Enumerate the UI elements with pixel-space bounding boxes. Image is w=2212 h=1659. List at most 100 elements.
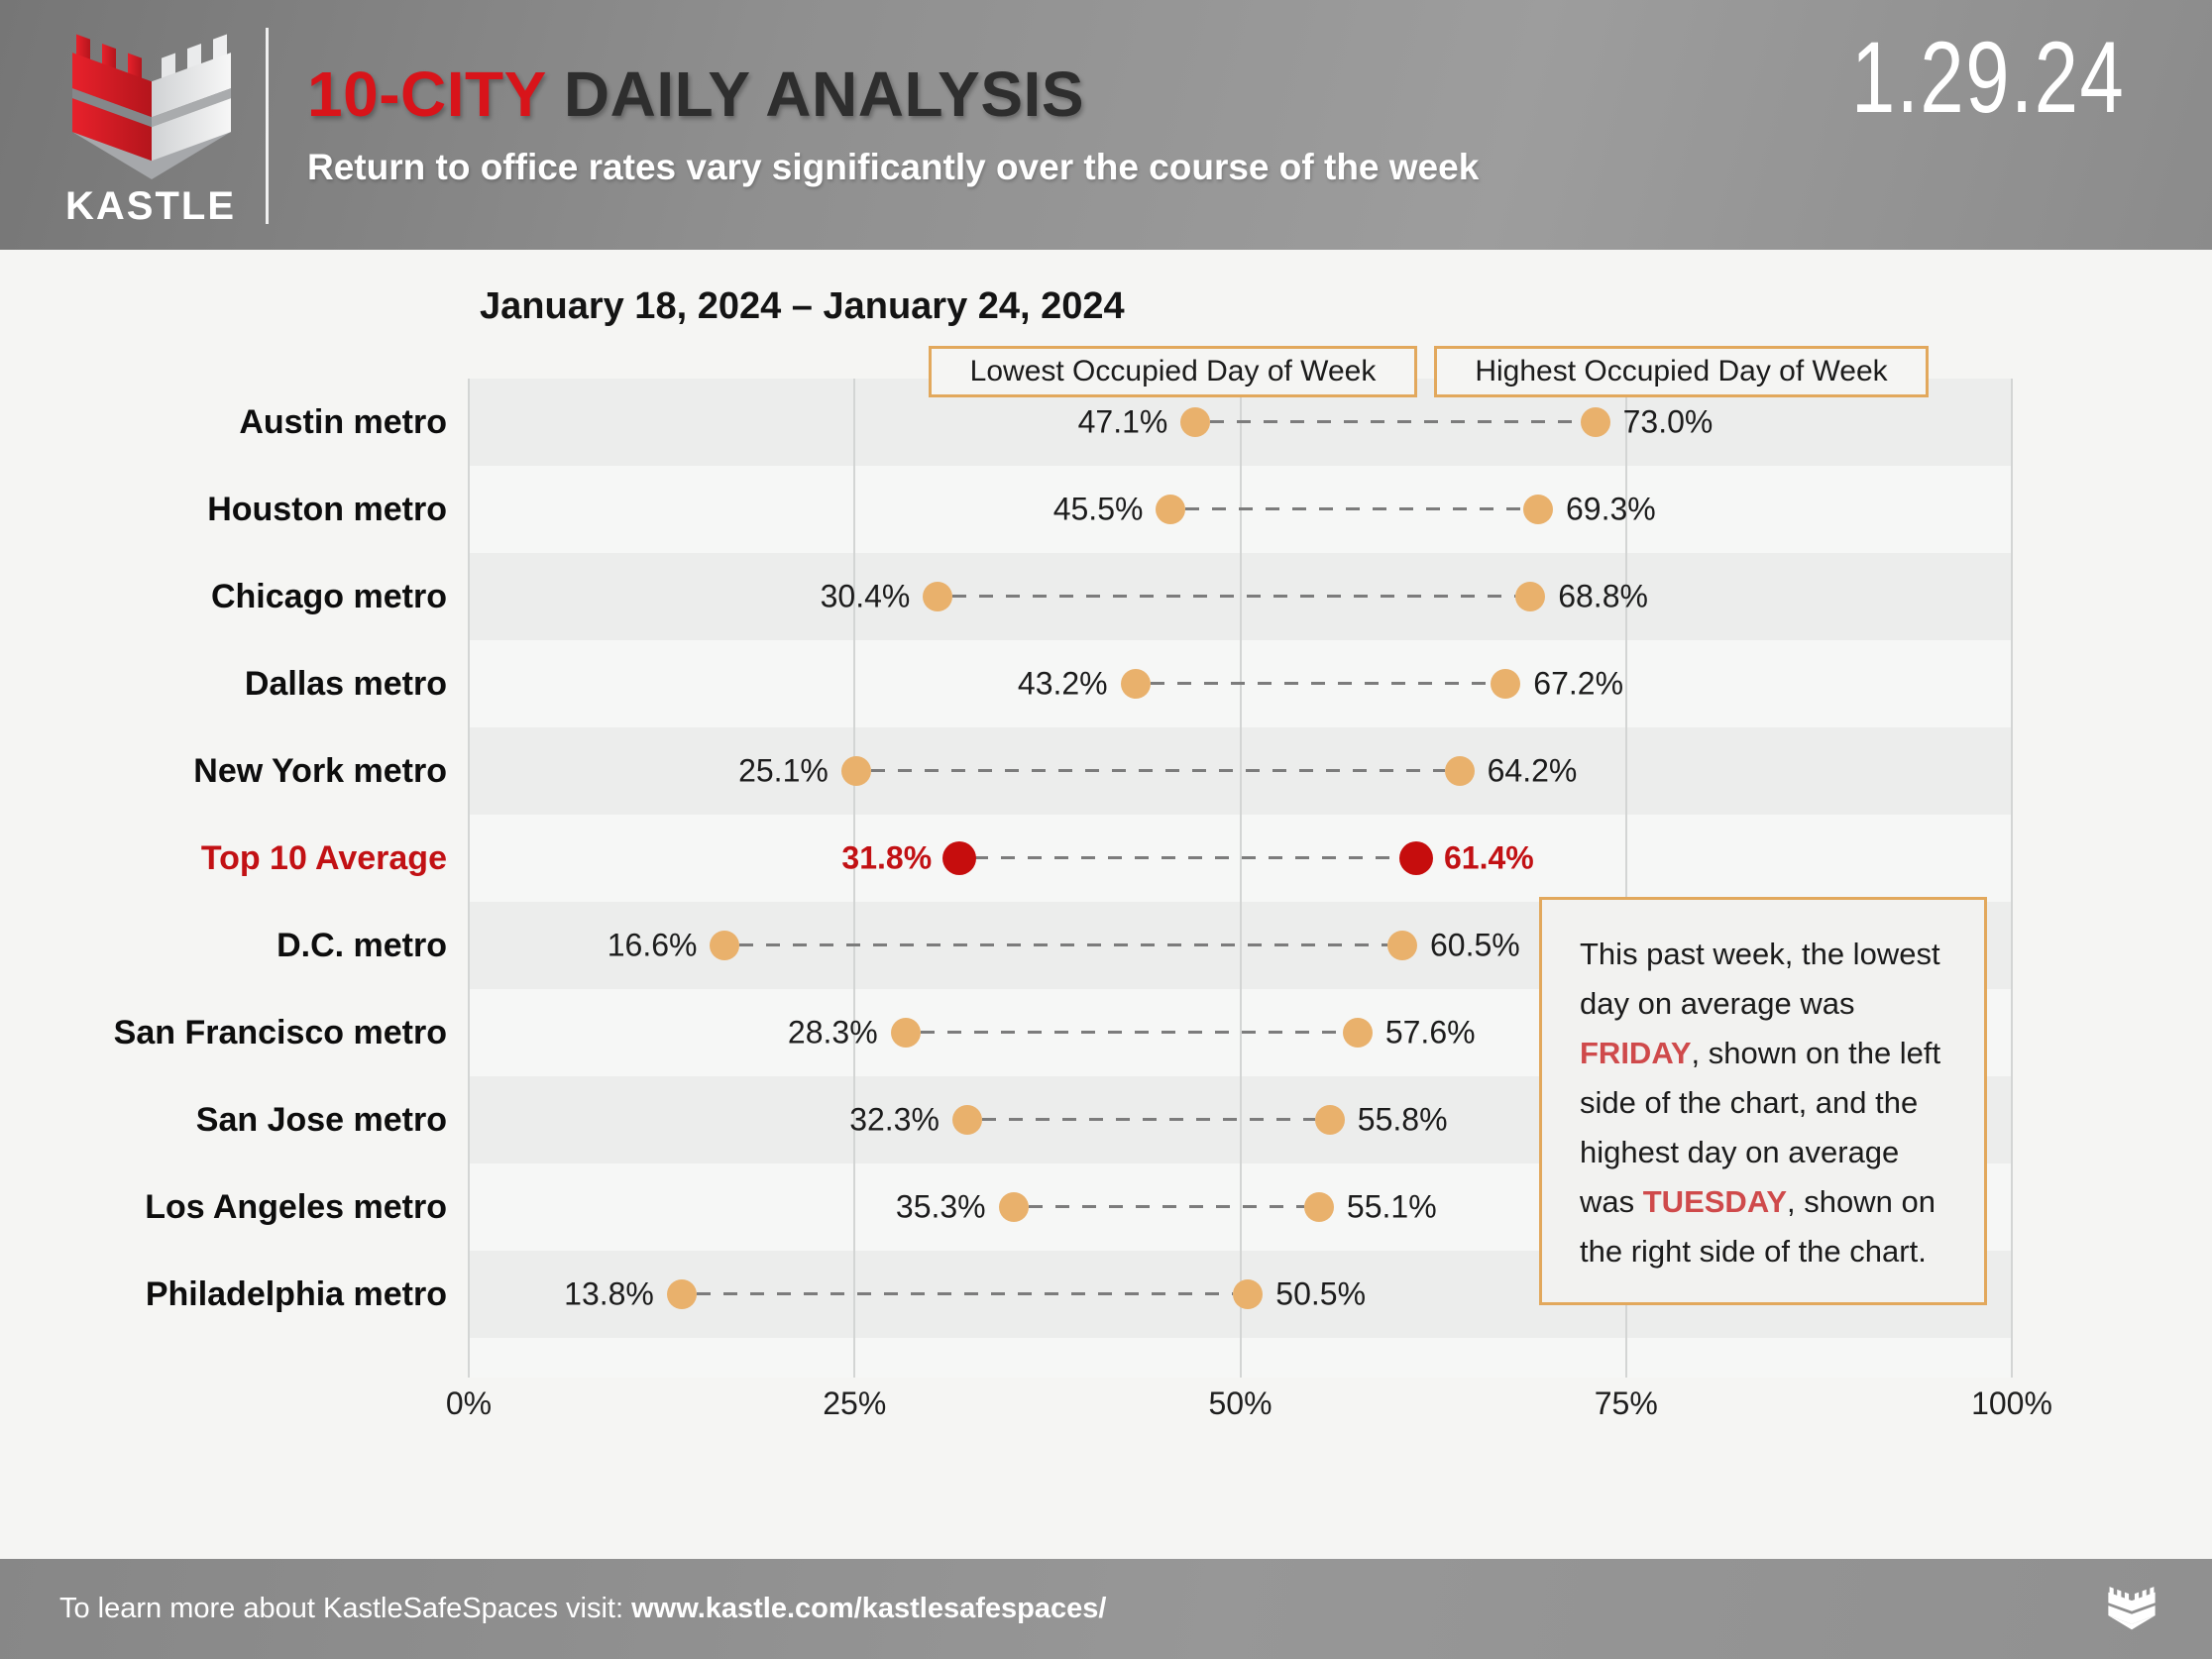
page-title-rest: DAILY ANALYSIS	[545, 58, 1084, 130]
row-label: Philadelphia metro	[145, 1274, 447, 1313]
high-dot	[1314, 1105, 1345, 1135]
low-value-label: 45.5%	[1052, 491, 1144, 527]
high-dot	[1515, 582, 1546, 611]
low-dot	[666, 1279, 697, 1309]
legend-highest-day: Highest Occupied Day of Week	[1434, 346, 1929, 397]
row-label: Dallas metro	[244, 664, 447, 703]
row-label: Houston metro	[207, 490, 447, 528]
low-value-label: 32.3%	[849, 1101, 940, 1138]
gridline	[468, 379, 470, 1378]
x-axis-ticks: 0% 25% 50% 75% 100%	[446, 1385, 2052, 1429]
high-dot	[1303, 1192, 1334, 1222]
connector-line	[1210, 420, 1581, 423]
high-dot	[1233, 1279, 1264, 1309]
row-label: New York metro	[193, 751, 447, 790]
row-label: Top 10 Average	[200, 838, 447, 877]
connector-line	[1185, 507, 1523, 510]
annotation-part1: This past week, the lowest day on averag…	[1580, 937, 1940, 1021]
low-dot	[942, 841, 977, 875]
x-tick-label: 100%	[1971, 1385, 2052, 1421]
connector-line	[1028, 1205, 1304, 1208]
high-dot	[1523, 495, 1553, 524]
data-row: 13.8% 50.5%	[469, 1251, 2012, 1338]
low-value-label: 25.1%	[738, 752, 829, 789]
annotation-part3: , shown on the right side of the chart.	[1580, 1184, 1936, 1269]
low-dot	[890, 1018, 921, 1048]
annotation-lowest-day: FRIDAY	[1580, 1036, 1692, 1070]
annotation-part2: , shown on the left side of the chart, a…	[1580, 1036, 1941, 1219]
high-value-label: 68.8%	[1558, 578, 1648, 614]
gridline	[853, 379, 856, 1378]
row-label: San Francisco metro	[113, 1013, 447, 1051]
data-row: 45.5% 69.3%	[469, 466, 2012, 553]
low-value-label: 47.1%	[1077, 403, 1168, 440]
footer-text-plain: To learn more about KastleSafeSpaces vis…	[59, 1593, 632, 1624]
low-value-label: 30.4%	[820, 578, 911, 614]
low-dot	[840, 756, 871, 786]
page-subtitle: Return to office rates vary significantl…	[307, 147, 1480, 187]
footer-text: To learn more about KastleSafeSpaces vis…	[59, 1593, 1106, 1625]
low-value-label: 43.2%	[1017, 665, 1108, 702]
high-dot	[1342, 1018, 1373, 1048]
connector-line	[870, 769, 1445, 772]
low-dot	[1180, 407, 1211, 437]
low-value-label: 16.6%	[607, 927, 698, 963]
connector-line	[1150, 682, 1492, 685]
high-dot	[1491, 669, 1521, 699]
low-value-label: 13.8%	[564, 1275, 654, 1312]
row-label: Austin metro	[239, 402, 447, 441]
high-value-label: 50.5%	[1275, 1275, 1367, 1312]
high-value-label: 67.2%	[1533, 665, 1624, 702]
high-dot	[1444, 756, 1475, 786]
low-dot	[1156, 495, 1186, 524]
gridline	[1624, 379, 1627, 1378]
data-row: 47.1% 73.0%	[469, 379, 2012, 466]
data-row: 16.6% 60.5%	[469, 902, 2012, 989]
high-value-label: 69.3%	[1566, 491, 1656, 527]
gridline	[1239, 379, 1242, 1378]
category-labels-column: Austin metro Houston metro Chicago metro Da…	[0, 379, 447, 1338]
x-tick-label: 0%	[445, 1385, 493, 1421]
header: KASTLE 10-CITY DAILY ANALYSIS Return to …	[0, 0, 2212, 250]
brand-wordmark: KASTLE	[65, 184, 236, 228]
kastle-logo-icon	[72, 34, 231, 179]
x-tick-label: 75%	[1594, 1385, 1658, 1421]
page-title: 10-CITY DAILY ANALYSIS	[307, 57, 1084, 131]
connector-line	[974, 856, 1401, 859]
low-value-label: 31.8%	[841, 839, 933, 876]
low-value-label: 35.3%	[895, 1188, 986, 1225]
gridline	[2011, 379, 2013, 1378]
low-dot	[1120, 669, 1151, 699]
high-dot	[1580, 407, 1610, 437]
high-value-label: 55.8%	[1357, 1101, 1448, 1138]
data-row: 28.3% 57.6%	[469, 989, 2012, 1076]
connector-line	[696, 1292, 1234, 1295]
low-dot	[951, 1105, 982, 1135]
chart-date-range-title: January 18, 2024 – January 24, 2024	[480, 285, 1125, 327]
legend-lowest-day: Lowest Occupied Day of Week	[929, 346, 1417, 397]
footer-url: www.kastle.com/kastlesafespaces/	[631, 1593, 1107, 1624]
high-value-label: 64.2%	[1487, 752, 1578, 789]
data-row: 43.2% 67.2%	[469, 640, 2012, 727]
data-row: 32.3% 55.8%	[469, 1076, 2012, 1163]
connector-line	[920, 1031, 1343, 1034]
annotation-highest-day: TUESDAY	[1642, 1184, 1788, 1219]
data-rows: 47.1% 73.0% 45.5% 69.3% 30.4% 68.8% 43.2% 67.2%…	[469, 379, 2012, 1338]
high-value-label: 60.5%	[1429, 927, 1520, 963]
low-dot	[710, 931, 740, 960]
footer-castle-icon	[2108, 1587, 2156, 1630]
low-dot	[998, 1192, 1029, 1222]
high-value-label: 55.1%	[1346, 1188, 1437, 1225]
annotation-box: This past week, the lowest day on averag…	[1539, 897, 1987, 1305]
row-label: San Jose metro	[195, 1100, 447, 1139]
high-value-label: 61.4%	[1443, 839, 1534, 876]
high-value-label: 57.6%	[1384, 1014, 1476, 1051]
connector-line	[952, 595, 1516, 598]
report-date: 1.29.24	[1850, 21, 2125, 134]
page-title-accent: 10-CITY	[307, 58, 546, 130]
data-row: 31.8% 61.4%	[469, 815, 2012, 902]
high-dot	[1398, 841, 1433, 875]
data-row: 35.3% 55.1%	[469, 1163, 2012, 1251]
data-row: 25.1% 64.2%	[469, 727, 2012, 815]
